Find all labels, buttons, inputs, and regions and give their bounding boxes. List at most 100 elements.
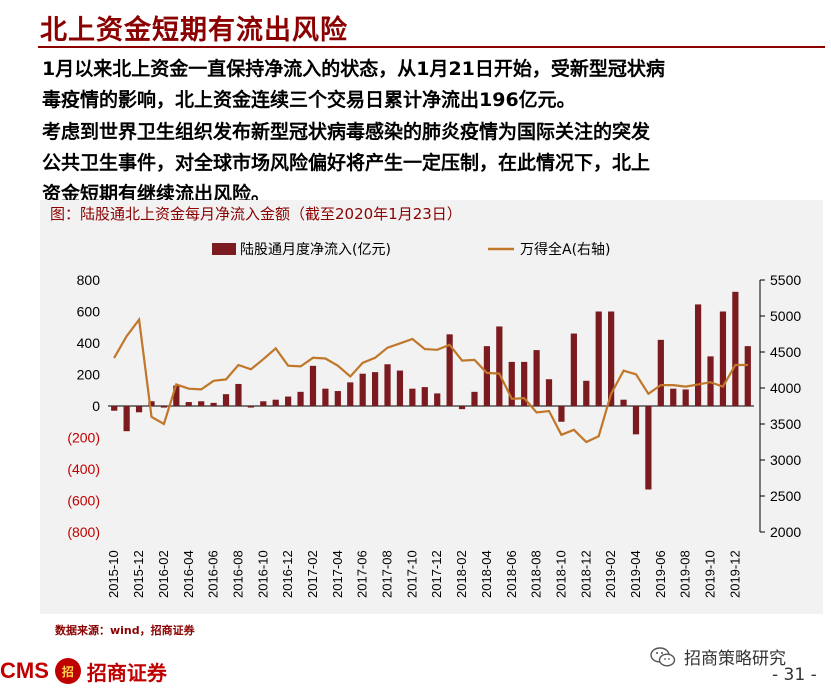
right-tick-label: 2500 (770, 488, 801, 504)
right-tick-label: 3000 (770, 452, 801, 468)
line-point-2016-02 (163, 423, 165, 425)
wechat-label: 招商策略研究 (684, 649, 786, 669)
line-point-2018-12 (585, 441, 587, 443)
bar-2016-10 (260, 401, 267, 406)
bar-2016-06 (210, 402, 217, 406)
left-tick-label: (400) (67, 461, 100, 477)
bar-2019-08 (682, 389, 689, 406)
left-tick-label: 400 (77, 335, 101, 351)
x-tick-label: 2019-06 (653, 550, 668, 598)
line-point-2017-02 (312, 357, 314, 359)
bar-2016-01 (148, 401, 155, 406)
x-tick-label: 2019-12 (727, 550, 742, 598)
left-tick-label: (600) (67, 493, 100, 509)
bar-2018-02 (458, 406, 466, 410)
x-tick-label: 2017-10 (404, 550, 419, 598)
right-tick-label: 5500 (770, 272, 801, 288)
x-tick-label: 2018-04 (479, 550, 494, 598)
x-tick-label: 2017-06 (355, 550, 370, 598)
left-tick-label: (800) (67, 524, 100, 540)
line-point-2015-11 (126, 335, 128, 337)
line-point-2017-12 (436, 349, 438, 351)
line-point-2017-09 (399, 342, 401, 344)
bar-2016-09 (247, 406, 254, 408)
line-point-2018-04 (486, 372, 488, 374)
line-point-2019-04 (635, 373, 637, 375)
line-point-2018-05 (498, 373, 500, 375)
line-point-2018-11 (573, 429, 575, 431)
bar-2019-09 (694, 304, 702, 406)
line-point-2017-11 (424, 348, 426, 350)
line-point-2015-10 (113, 357, 115, 359)
line-point-2018-10 (560, 434, 563, 436)
x-tick-label: 2016-04 (181, 550, 196, 598)
x-tick-label: 2018-12 (578, 550, 593, 598)
wechat-icon (650, 646, 676, 667)
bar-2018-07 (521, 361, 528, 406)
line-point-2019-09 (697, 383, 699, 385)
bar-2016-08 (235, 383, 242, 406)
bar-2016-04 (185, 402, 192, 406)
line-point-2016-06 (212, 380, 215, 382)
bar-2018-08 (533, 350, 540, 406)
bar-2019-05 (645, 406, 652, 490)
bar-2018-04 (483, 346, 491, 406)
x-tick-label: 2017-08 (380, 550, 395, 598)
line-point-2018-06 (511, 398, 513, 400)
bar-2017-10 (409, 388, 416, 406)
source-note: 数据来源：wind，招商证券 (55, 624, 195, 637)
line-point-2019-02 (610, 393, 612, 395)
x-tick-label: 2016-10 (255, 550, 270, 598)
line-point-2017-03 (324, 357, 327, 360)
line-point-2017-01 (299, 365, 302, 367)
wechat-account: 招商策略研究 (650, 644, 786, 669)
bar-2018-03 (471, 391, 478, 406)
line-point-2019-06 (660, 384, 662, 386)
brand-name: 招商证券 (86, 660, 167, 685)
left-tick-label: 200 (77, 367, 101, 383)
bar-2015-11 (123, 406, 130, 432)
line-point-2019-08 (685, 385, 687, 388)
bar-2016-07 (222, 394, 230, 406)
page-number: - 31 - (772, 665, 817, 685)
bar-2017-02 (309, 365, 317, 406)
line-point-2017-08 (386, 347, 389, 349)
right-tick-label: 5000 (770, 308, 801, 324)
right-tick-label: 4000 (770, 380, 801, 396)
bar-2019-12 (732, 291, 739, 406)
bar-2017-08 (384, 364, 391, 406)
line-point-2018-09 (548, 410, 550, 412)
brand-logo: CMS 招 招商证券 (0, 656, 167, 686)
bar-2018-12 (583, 380, 590, 406)
line-point-2016-04 (188, 388, 190, 390)
line-point-2015-12 (138, 319, 140, 321)
x-tick-label: 2019-08 (678, 550, 693, 598)
bar-2016-03 (173, 385, 180, 406)
x-tick-label: 2019-04 (628, 550, 643, 598)
bar-2019-04 (632, 406, 640, 435)
bar-2019-01 (595, 311, 602, 406)
x-tick-label: 2018-06 (504, 550, 519, 598)
brand-latin: CMS (0, 658, 49, 683)
line-point-2016-03 (175, 383, 177, 385)
left-tick-label: (200) (67, 430, 100, 446)
bar-2016-02 (160, 406, 168, 408)
line-point-2017-04 (337, 365, 339, 367)
line-point-2019-01 (598, 435, 600, 437)
line-point-2019-11 (722, 385, 724, 388)
bar-2016-11 (272, 399, 279, 406)
x-tick-label: 2017-04 (330, 550, 345, 598)
line-series-wind-a (113, 316, 748, 444)
bar-2018-01 (446, 334, 453, 406)
bar-2017-03 (322, 388, 329, 406)
bar-2018-09 (545, 379, 553, 406)
line-point-2016-12 (287, 365, 289, 367)
x-tick-label: 2019-10 (703, 550, 718, 598)
paragraph-2: 考虑到世界卫生组织发布新型冠状病毒感染的肺炎疫情为国际关注的突发 公共卫生事件，… (42, 121, 651, 205)
chart: 8006004002000(200)(400)(600)(800)5500500… (67, 241, 801, 598)
bar-2015-12 (135, 406, 143, 413)
bar-2016-12 (285, 396, 292, 406)
line-point-2017-05 (349, 375, 351, 378)
line-point-2016-11 (275, 347, 277, 349)
x-tick-label: 2019-02 (603, 550, 618, 598)
